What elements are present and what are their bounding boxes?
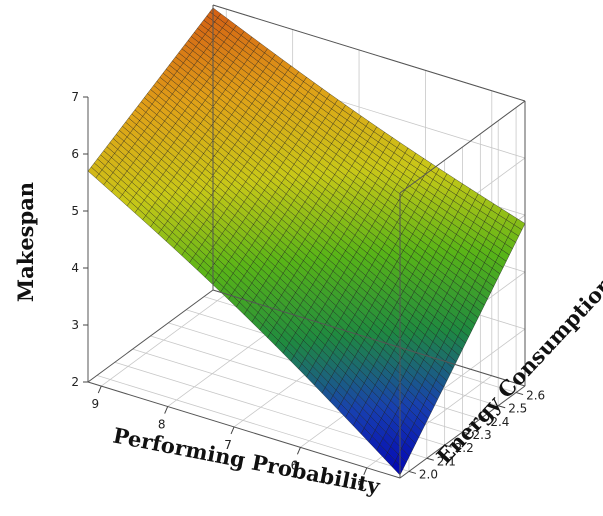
z-tick-label: 7 [71, 90, 79, 104]
x-tick-label: 6 [291, 458, 299, 472]
x-tick [296, 447, 301, 455]
y-tick [462, 431, 470, 435]
z-axis-title: Makespan [13, 182, 38, 302]
x-axis-title: Performing Probability [111, 423, 382, 499]
y-tick [515, 392, 524, 396]
x-tick-label: 9 [91, 397, 99, 411]
surface-cell [87, 166, 100, 179]
x-tick [363, 467, 368, 475]
box-edge [212, 289, 526, 387]
grid-line [96, 375, 410, 472]
y-tick [426, 457, 434, 461]
z-tick-label: 6 [71, 147, 79, 161]
ticks-layer: 2 3 4 5 6 7 9 8 7 6 5 2.02.12.22.32.42.52.6 [71, 90, 545, 493]
y-tick [498, 405, 506, 409]
x-tick [230, 426, 235, 435]
y-tick-label: 2.6 [526, 389, 545, 403]
box-edge [399, 100, 526, 194]
y-tick [480, 418, 488, 422]
x-tick-label: 8 [158, 418, 166, 432]
z-tick-label: 2 [71, 375, 79, 389]
box-edge [87, 381, 401, 479]
x-tick-label: 5 [357, 479, 365, 493]
y-tick-label: 2.5 [508, 402, 527, 416]
y-tick [408, 470, 417, 474]
y-tick [444, 444, 452, 448]
y-tick-label: 2.3 [473, 428, 492, 442]
y-tick-label: 2.1 [437, 454, 456, 468]
z-tick-label: 3 [71, 318, 79, 332]
y-tick-label: 2.2 [455, 441, 474, 455]
box-layer [87, 4, 526, 479]
box-edge [87, 289, 214, 383]
y-tick-label: 2.0 [419, 467, 438, 481]
surface-layer [87, 7, 526, 476]
z-tick-label: 4 [71, 261, 79, 275]
x-tick-label: 7 [224, 438, 232, 452]
z-tick-label: 5 [71, 204, 79, 218]
x-tick [97, 385, 102, 394]
box-edge [212, 4, 526, 102]
x-tick [164, 406, 169, 414]
y-tick-label: 2.4 [490, 415, 509, 429]
